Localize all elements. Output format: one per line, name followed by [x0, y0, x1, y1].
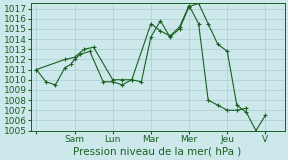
X-axis label: Pression niveau de la mer( hPa ): Pression niveau de la mer( hPa ): [73, 147, 242, 156]
